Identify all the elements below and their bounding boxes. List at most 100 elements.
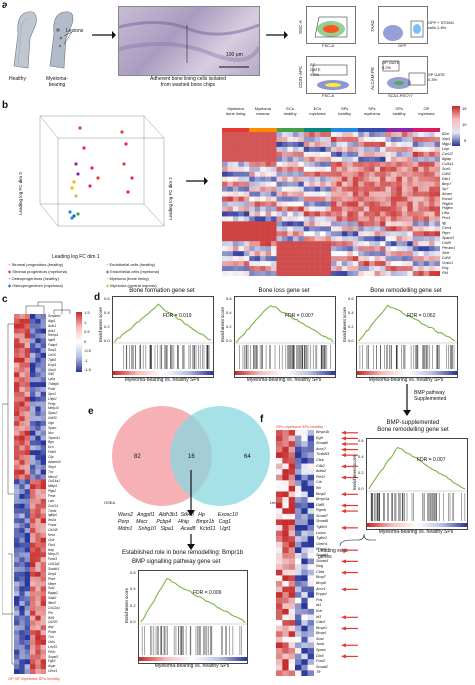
heatmap-c-cell [30, 406, 36, 412]
gsea-ytick: 0.0 [130, 619, 136, 624]
panel-label-d: d [94, 292, 101, 303]
heatmap-b-cell [260, 241, 266, 247]
bmp-arrow-text: BMP pathway Supplemented [414, 390, 447, 402]
heatmap-c-gene: Bgn [48, 440, 54, 445]
heatmap-c-gene-labels: Serpine1 Aqp1 Ackr1 Ank1 Ramp1 Itgb8 Fabp4 Rasl… [48, 314, 74, 674]
heatmap-b-cell [227, 211, 234, 217]
heatmap-b-cell [243, 231, 250, 237]
heatmap-c-cell [14, 406, 20, 412]
heatmap-b-cell [271, 196, 277, 202]
heatmap-b-cell [303, 132, 310, 138]
heatmap-b-cell [320, 181, 326, 187]
heatmap-c-cell [19, 654, 25, 660]
heatmap-b-cell [429, 266, 435, 272]
heatmap-b-cell [429, 191, 435, 197]
heatmap-b-cell [287, 206, 294, 212]
heatmap-c-cell [14, 542, 20, 548]
gsea-svg [113, 303, 213, 369]
heatmap-c-cell [19, 435, 25, 441]
heatmap-b-cell [238, 236, 244, 242]
heatmap-b-cell [423, 241, 430, 247]
heatmap-b-cell [407, 251, 413, 257]
heatmap-b-cell [287, 211, 294, 217]
heatmap-c-gene: Pxdn [48, 386, 56, 391]
heatmap-f-cell [295, 664, 302, 671]
heatmap-c-gene: Panx3 [48, 557, 58, 562]
heatmap-b-cell [418, 132, 424, 138]
heatmap-b-cell [260, 256, 266, 262]
heatmap-b-cell [347, 256, 353, 262]
heatmap-b-cell [287, 171, 294, 177]
heatmap-c-cell [24, 333, 31, 339]
heatmap-b-cell [303, 246, 310, 252]
heatmap-c-cell [14, 615, 20, 621]
heatmap-c-cell [24, 474, 31, 480]
heatmap-b-cell [271, 161, 277, 167]
heatmap-b-cell [287, 271, 294, 277]
heatmap-c-cell [30, 644, 36, 650]
heatmap-b-cell [412, 216, 419, 222]
legend-item: ◆ Endothelial cells (myeloma) [106, 269, 159, 274]
legend-item: + Myeloma (bone lining) [106, 276, 149, 281]
heatmap-b-cell [418, 186, 424, 192]
heatmap-b-cell [358, 231, 364, 237]
heatmap-b-cell [292, 132, 299, 138]
heatmap-b-cell [232, 156, 239, 162]
heatmap-b-cell [358, 266, 364, 272]
heatmap-b-cell [363, 226, 370, 232]
heatmap-b-gene: Cd48 [442, 241, 451, 246]
heatmap-b-cell [325, 161, 332, 167]
heatmap-b-cell [249, 146, 255, 153]
heatmap-b-cell [363, 196, 370, 202]
heatmap-c-cell [14, 508, 20, 514]
heatmap-c-cell [35, 435, 41, 441]
heatmap-b-cell [281, 186, 288, 192]
heatmap-b-cell [423, 186, 430, 192]
heatmap-b-cell [314, 186, 321, 192]
heatmap-b-cell [352, 191, 359, 197]
heatmap-f-cell [301, 457, 308, 464]
heatmap-b-cell [380, 146, 386, 153]
heatmap-b-gene: Eng [442, 266, 449, 271]
heatmap-f-cell [276, 575, 283, 582]
gsea-ytick: 0.2 [348, 324, 354, 329]
heatmap-b-cell [243, 156, 250, 162]
heatmap-b-cell [423, 191, 430, 197]
heatmap-b-cell [238, 216, 244, 222]
heatmap-c-cell [30, 396, 36, 402]
heatmap-b-cell [429, 171, 435, 177]
heatmap-b-cell [385, 271, 392, 277]
heatmap-b-cell [249, 256, 255, 262]
heatmap-b-cell [271, 166, 277, 172]
heatmap-c-cell [24, 532, 31, 538]
heatmap-b-cell [363, 166, 370, 172]
heatmap-f-gene: Ctsk [316, 457, 324, 462]
heatmap-b-cell [336, 256, 343, 262]
heatmap-f-cell [295, 564, 302, 570]
heatmap-b-cell [369, 141, 375, 148]
heatmap-c-cell [35, 581, 41, 587]
heatmap-b-cell [347, 132, 353, 138]
heatmap-f-cell [282, 513, 289, 520]
heatmap-b-cell [243, 191, 250, 197]
heatmap-c-scale-tick: 1 [84, 319, 87, 325]
heatmap-f-cell [276, 502, 283, 509]
heatmap-b-cell [380, 246, 386, 252]
heatmap-b-cell [380, 226, 386, 232]
heatmap-c-cell [40, 474, 47, 480]
heatmap-b-cell [352, 176, 359, 182]
heatmap-b-cell [352, 206, 359, 212]
heatmap-c-cell [19, 669, 25, 675]
heatmap-f-gene: Lmna [316, 530, 326, 535]
heatmap-b-cell [374, 181, 381, 187]
heatmap-b-cell [369, 176, 375, 182]
heatmap-f-cell [295, 575, 302, 582]
heatmap-b-cell [374, 256, 381, 262]
heatmap-b-cell [352, 151, 359, 158]
heatmap-b-cell [281, 171, 288, 177]
heatmap-c-cell [19, 489, 25, 495]
heatmap-c-cell [40, 464, 47, 470]
heatmap-c-cell [30, 323, 36, 329]
heatmap-b-cell [276, 201, 283, 207]
heatmap-c-cell [14, 343, 20, 349]
